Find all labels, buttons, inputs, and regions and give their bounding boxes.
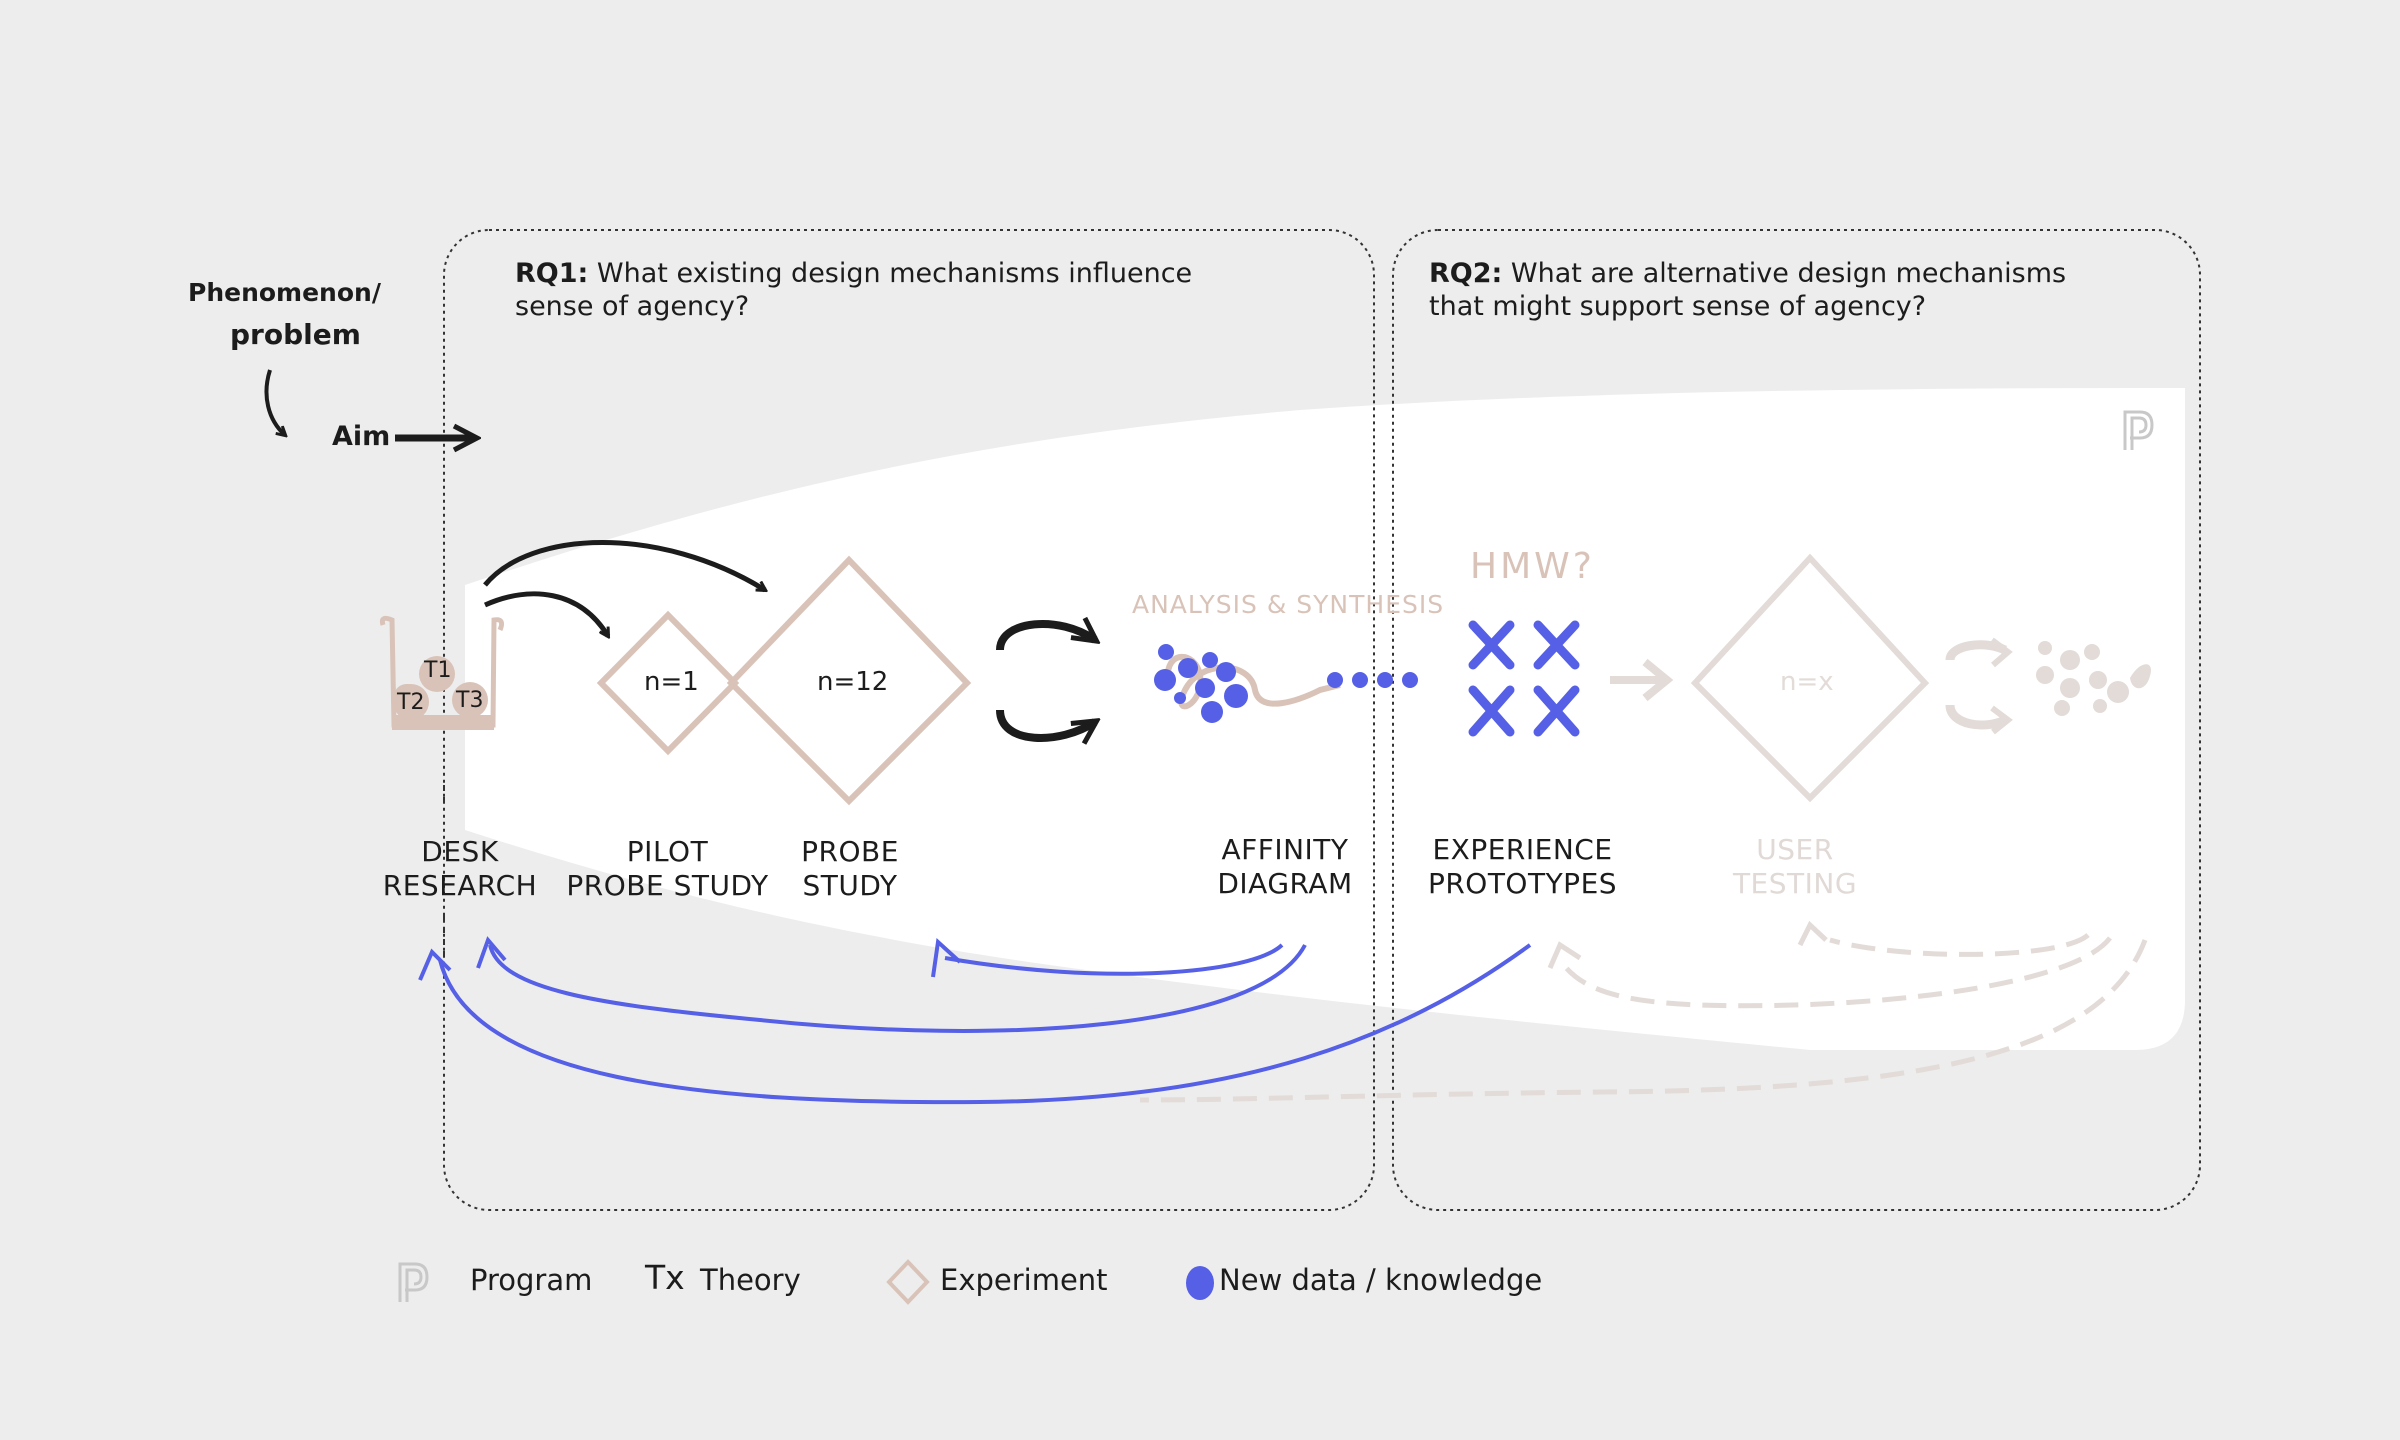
theory-t3: T3 <box>456 688 484 713</box>
stage-pilot-probe-study: PILOT PROBE STUDY <box>566 835 769 903</box>
prototype-crosses <box>1468 620 1580 737</box>
problem-label: problem <box>230 318 361 351</box>
arrow-to-pilot <box>483 591 611 636</box>
rq2-question: RQ2: What are alternative design mechani… <box>1429 258 2067 322</box>
arrow-to-probe <box>483 540 765 591</box>
theory-t2-bubble <box>393 684 429 720</box>
phenomenon-label: Phenomenon/ <box>188 278 381 307</box>
stage-desk-research: DESK RESEARCH <box>382 835 538 903</box>
legend-new-data-label: New data / knowledge <box>1219 1263 1543 1297</box>
new-knowledge-arrows <box>418 936 1532 1105</box>
hmw-label: HMW? <box>1470 546 1595 587</box>
phenomenon-arrow <box>264 369 285 435</box>
legend-experiment-icon <box>886 1259 930 1305</box>
pilot-n: n=1 <box>644 667 699 697</box>
faded-return-arrows <box>1139 932 2148 1103</box>
legend-theory-label: Theory <box>700 1263 801 1297</box>
cycle-arrow-top <box>996 624 1095 651</box>
arrow-to-user-testing <box>1610 658 1674 702</box>
user-testing-n: n=x <box>1780 667 1834 697</box>
user-testing-diamond <box>1690 553 1930 803</box>
rq1-question: RQ1: What existing design mechanisms inf… <box>515 258 1193 322</box>
legend-theory-symbol: Tx <box>645 1258 685 1297</box>
rq1-label: RQ1: <box>515 258 589 289</box>
legend-experiment-label: Experiment <box>940 1263 1108 1297</box>
legend-program-label: Program <box>470 1263 593 1297</box>
analysis-synthesis-label: ANALYSIS & SYNTHESIS <box>1132 590 1445 619</box>
legend-new-data-icon <box>1186 1266 1214 1300</box>
probe-n: n=12 <box>817 667 889 697</box>
theory-t3-bubble <box>452 682 488 718</box>
new-data-dots <box>1154 644 1418 723</box>
theory-t1-bubble <box>419 656 455 692</box>
program-icon <box>2123 410 2154 450</box>
aim-label: Aim <box>332 421 391 452</box>
program-area <box>465 388 2185 1050</box>
rq2-box <box>1392 229 2201 1211</box>
legend-program-icon <box>398 1262 429 1302</box>
pilot-diamond <box>596 610 740 756</box>
stage-user-testing: USER TESTING <box>1732 833 1858 901</box>
rq2-label: RQ2: <box>1429 258 1503 289</box>
stage-probe-study: PROBE STUDY <box>801 835 899 903</box>
rq1-box <box>443 229 1375 1211</box>
stage-affinity-diagram: AFFINITY DIAGRAM <box>1217 833 1353 901</box>
theory-t1: T1 <box>424 658 452 683</box>
stage-experience-prototypes: EXPERIENCE PROTOTYPES <box>1427 833 1618 901</box>
probe-diamond <box>726 555 972 806</box>
faded-cycle-bottom <box>1945 704 2008 730</box>
cycle-arrow-bottom <box>996 709 1095 738</box>
theory-t2: T2 <box>397 690 425 715</box>
faded-synthesis <box>2036 641 2151 716</box>
